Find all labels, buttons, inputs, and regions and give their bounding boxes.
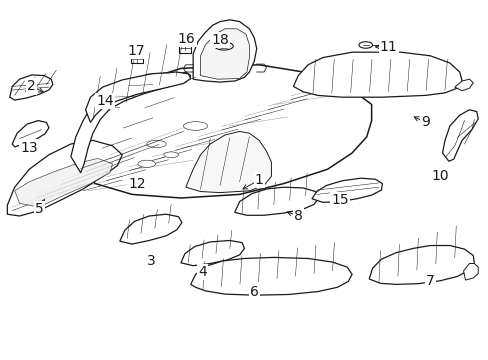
Text: 17: 17	[127, 44, 144, 58]
Ellipse shape	[358, 42, 372, 48]
Text: 13: 13	[20, 141, 38, 154]
Polygon shape	[463, 264, 477, 280]
Text: 15: 15	[330, 193, 348, 207]
Polygon shape	[454, 79, 472, 91]
Polygon shape	[293, 52, 461, 97]
Ellipse shape	[218, 44, 230, 49]
FancyBboxPatch shape	[130, 55, 143, 63]
Ellipse shape	[163, 152, 178, 158]
Polygon shape	[200, 29, 249, 79]
Text: 9: 9	[420, 116, 429, 129]
Text: 1: 1	[254, 173, 263, 187]
Text: 6: 6	[249, 285, 258, 298]
Text: 12: 12	[128, 177, 145, 190]
Text: 14: 14	[96, 94, 114, 108]
Text: 10: 10	[430, 170, 448, 183]
Ellipse shape	[146, 140, 166, 148]
Polygon shape	[193, 20, 256, 82]
Polygon shape	[85, 72, 190, 122]
Polygon shape	[368, 246, 473, 284]
Polygon shape	[120, 214, 182, 244]
Text: 4: 4	[198, 265, 207, 279]
Ellipse shape	[183, 122, 207, 130]
Polygon shape	[311, 178, 382, 202]
Polygon shape	[185, 131, 271, 193]
Polygon shape	[71, 65, 371, 198]
Ellipse shape	[214, 42, 233, 50]
Text: 7: 7	[425, 274, 434, 288]
Polygon shape	[190, 257, 351, 295]
Polygon shape	[15, 158, 112, 207]
Polygon shape	[10, 75, 53, 100]
Polygon shape	[12, 121, 49, 147]
Text: 11: 11	[379, 40, 397, 54]
Ellipse shape	[138, 160, 155, 167]
Text: 3: 3	[147, 254, 156, 268]
Text: 16: 16	[178, 32, 195, 46]
Text: 2: 2	[27, 80, 36, 93]
Polygon shape	[234, 187, 318, 215]
Polygon shape	[7, 140, 122, 216]
Text: 5: 5	[35, 202, 43, 216]
Polygon shape	[181, 240, 244, 266]
FancyBboxPatch shape	[179, 45, 191, 53]
Polygon shape	[442, 110, 477, 161]
Text: 18: 18	[211, 33, 228, 47]
Polygon shape	[71, 72, 190, 173]
Text: 8: 8	[293, 209, 302, 223]
